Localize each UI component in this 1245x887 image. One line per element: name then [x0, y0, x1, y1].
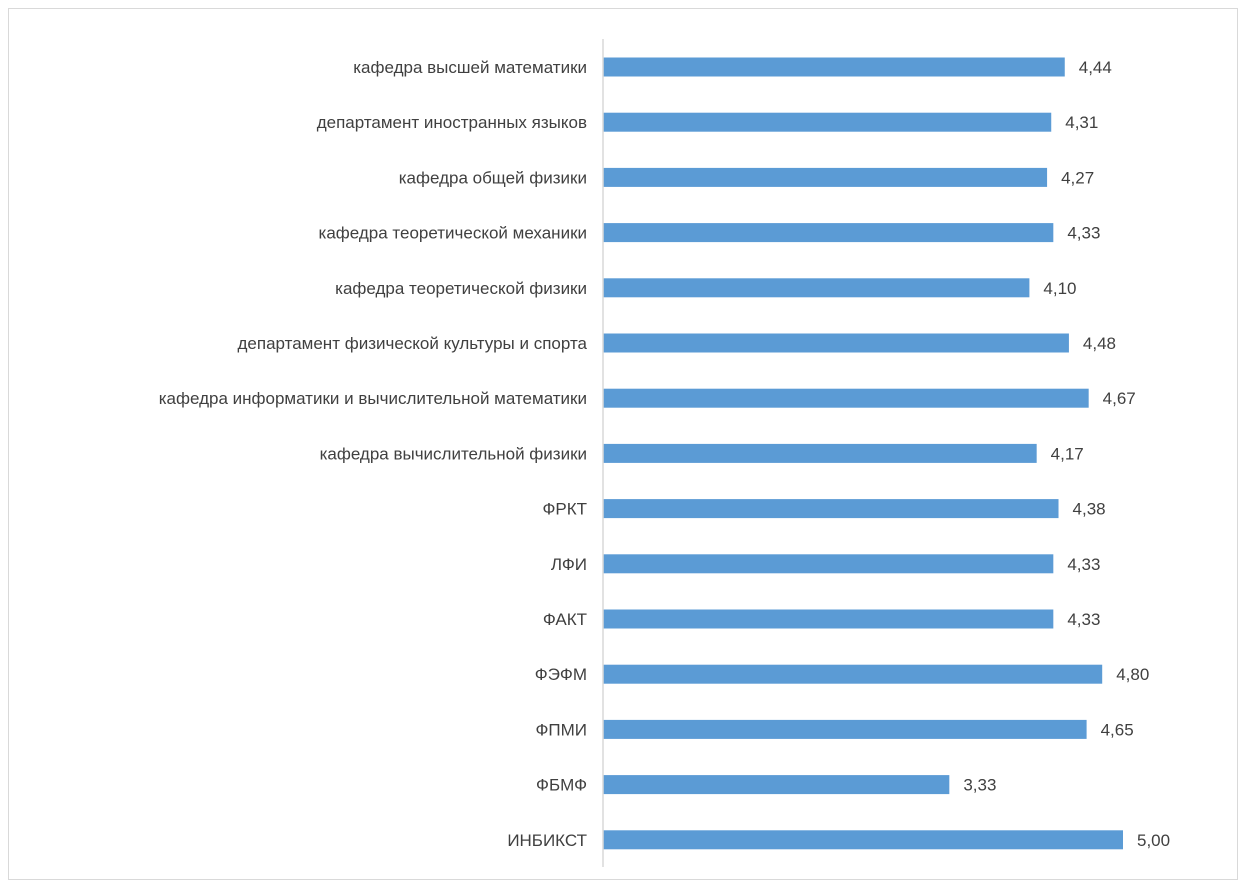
- category-label: ФРКТ: [542, 500, 587, 519]
- value-label: 5,00: [1137, 831, 1170, 850]
- value-label: 4,27: [1061, 168, 1094, 187]
- bar: [603, 388, 1089, 408]
- category-label: департамент иностранных языков: [317, 113, 587, 132]
- value-label: 4,38: [1073, 500, 1106, 519]
- value-label: 4,33: [1067, 610, 1100, 629]
- bar: [603, 554, 1054, 574]
- chart-frame: кафедра высшей математики 4,44 департамент…: [8, 8, 1238, 880]
- bar: [603, 775, 950, 795]
- bar: [603, 499, 1059, 519]
- category-label: кафедра общей физики: [399, 168, 587, 187]
- value-label: 4,80: [1116, 665, 1149, 684]
- bar: [603, 443, 1037, 463]
- category-label: ФЭФМ: [535, 665, 587, 684]
- bar: [603, 333, 1069, 353]
- category-label: ФПМИ: [535, 720, 587, 739]
- category-label: ФАКТ: [543, 610, 587, 629]
- bar: [603, 223, 1054, 243]
- bar: [603, 830, 1123, 850]
- value-label: 4,67: [1103, 389, 1136, 408]
- bars-group: кафедра высшей математики 4,44 департамент…: [159, 57, 1170, 850]
- value-label: 4,33: [1067, 555, 1100, 574]
- bar: [603, 278, 1030, 298]
- category-label: кафедра высшей математики: [353, 58, 587, 77]
- bar: [603, 719, 1087, 739]
- category-label: ФБМФ: [536, 776, 587, 795]
- bar: [603, 664, 1103, 684]
- bar: [603, 609, 1054, 629]
- value-label: 4,44: [1079, 58, 1112, 77]
- value-label: 3,33: [963, 776, 996, 795]
- value-label: 4,48: [1083, 334, 1116, 353]
- category-label: кафедра теоретической физики: [335, 279, 587, 298]
- bar: [603, 57, 1065, 77]
- category-label: кафедра теоретической механики: [319, 224, 587, 243]
- category-label: кафедра информатики и вычислительной мат…: [159, 389, 587, 408]
- category-label: кафедра вычислительной физики: [320, 444, 587, 463]
- bar: [603, 112, 1052, 132]
- bar-chart: кафедра высшей математики 4,44 департамент…: [159, 39, 1170, 867]
- value-label: 4,10: [1043, 279, 1076, 298]
- value-label: 4,31: [1065, 113, 1098, 132]
- category-label: ЛФИ: [551, 555, 587, 574]
- value-label: 4,17: [1051, 444, 1084, 463]
- category-label: департамент физической культуры и спорта: [238, 334, 588, 353]
- bar: [603, 167, 1048, 187]
- value-label: 4,33: [1067, 224, 1100, 243]
- category-label: ИНБИКСТ: [507, 831, 587, 850]
- value-label: 4,65: [1101, 720, 1134, 739]
